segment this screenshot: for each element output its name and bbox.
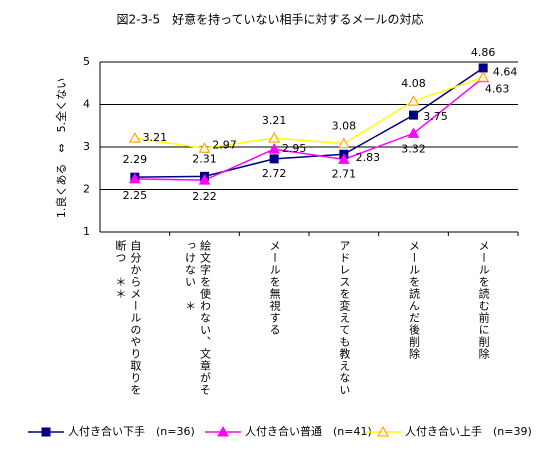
point xyxy=(128,132,141,143)
x-tick-label: 絵文字を使わない、文章がそっけない ＊ xyxy=(183,240,212,396)
data-label: 2.31 xyxy=(192,152,217,165)
data-label: 2.83 xyxy=(356,151,381,164)
legend-marker xyxy=(217,425,229,437)
point xyxy=(407,127,420,138)
data-label: 2.97 xyxy=(212,138,237,151)
chart-title: 図2-3-5 好意を持っていない相手に対するメールの対応 xyxy=(117,12,424,27)
data-label: 2.29 xyxy=(123,153,148,166)
data-label: 2.72 xyxy=(262,167,287,180)
point xyxy=(337,153,350,164)
y-tick-label: 3 xyxy=(83,140,90,153)
y-tick-label: 2 xyxy=(83,183,90,196)
point xyxy=(337,137,350,149)
point xyxy=(477,71,490,82)
y-axis-label: 1.良くある ⇔ 5.全くない xyxy=(54,78,68,218)
x-tick-label: メールを無視する xyxy=(268,240,282,336)
legend-label: 人付き合い下手 (n=36) xyxy=(68,424,195,438)
point xyxy=(268,132,281,143)
data-label: 4.08 xyxy=(401,77,426,90)
data-label: 2.95 xyxy=(282,142,307,155)
series-line xyxy=(134,67,484,178)
point xyxy=(128,172,141,184)
legend-label: 人付き合い普通 (n=41) xyxy=(245,424,372,438)
legend-marker xyxy=(377,425,389,437)
point xyxy=(268,143,281,154)
y-tick-label: 4 xyxy=(83,98,90,111)
data-label: 4.64 xyxy=(493,65,518,78)
point xyxy=(198,142,211,153)
data-label: 3.75 xyxy=(423,110,448,123)
point xyxy=(478,63,488,73)
point xyxy=(407,95,420,106)
x-tick-label: メールを読む前に削除 xyxy=(477,240,491,360)
data-label: 4.86 xyxy=(471,46,496,59)
data-label: 3.21 xyxy=(143,131,168,144)
data-label: 2.71 xyxy=(332,167,357,180)
y-tick-label: 1 xyxy=(83,225,90,238)
data-label: 3.32 xyxy=(401,142,426,155)
point xyxy=(409,110,418,120)
legend-label: 人付き合い上手 (n=39) xyxy=(405,424,532,438)
x-tick-label: 自分からメールのやり取りを断つ ＊＊ xyxy=(113,240,142,396)
data-label: 3.21 xyxy=(262,114,287,127)
data-label: 3.08 xyxy=(332,120,357,133)
data-label: 2.22 xyxy=(192,190,217,203)
point xyxy=(198,174,211,185)
point xyxy=(269,154,279,164)
series-line xyxy=(134,76,484,150)
x-tick-label: メールを読んだ後削除 xyxy=(407,240,421,360)
x-tick-label: アドレスを変えても教えない xyxy=(337,240,351,396)
data-label: 4.63 xyxy=(485,83,510,96)
legend-marker xyxy=(41,427,51,437)
data-label: 2.25 xyxy=(123,189,148,202)
y-tick-label: 5 xyxy=(83,55,90,68)
series-line xyxy=(134,77,484,181)
